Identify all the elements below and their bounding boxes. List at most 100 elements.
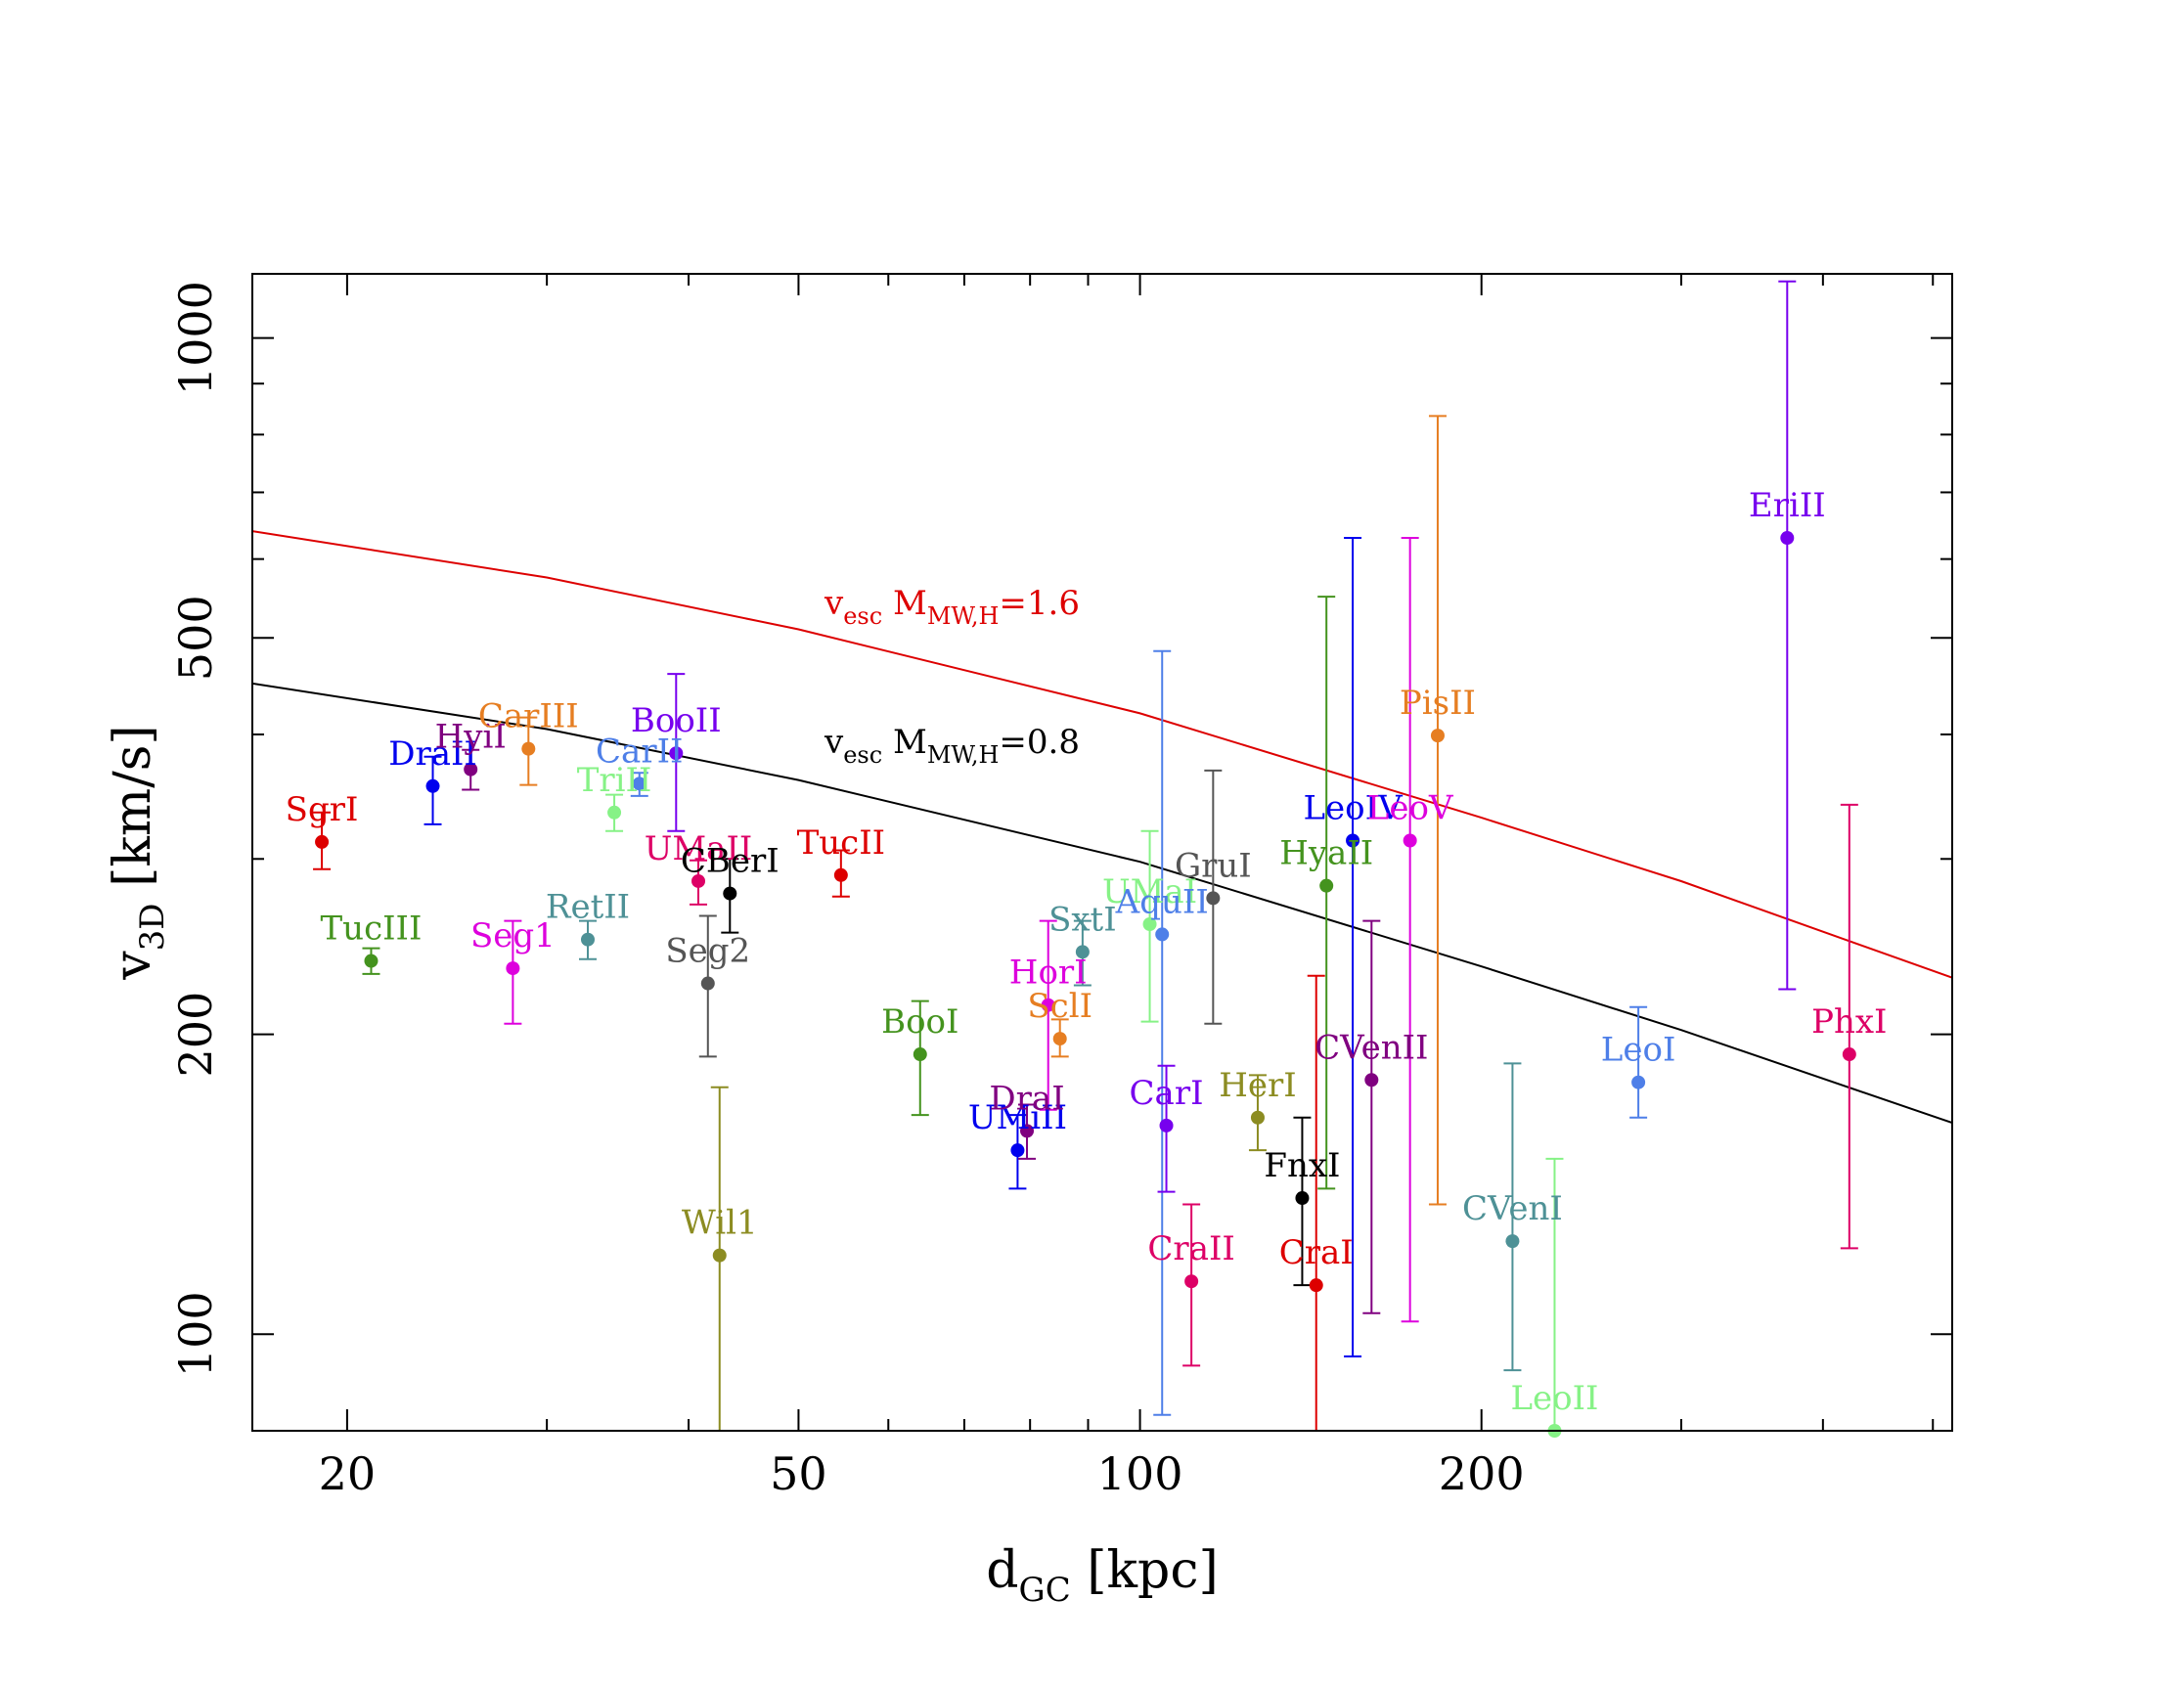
point-label-hyii: HyiI <box>435 718 507 757</box>
point-label-tucii: TucII <box>797 823 885 863</box>
point-label-seg1: Seg1 <box>470 916 556 955</box>
point-label-wil1: Wil1 <box>682 1204 758 1243</box>
point-label-umiii: UMiII <box>968 1098 1067 1137</box>
point-label-heri: HerI <box>1219 1066 1296 1105</box>
point-label-cberi: CBerI <box>681 842 780 881</box>
y-tick-label: 200 <box>169 992 222 1078</box>
point-label-booii: BooII <box>631 701 722 740</box>
point-label-cveni: CVenI <box>1462 1189 1563 1228</box>
point-label-pisii: PisII <box>1400 684 1476 723</box>
point-label-cariii: CarIII <box>478 697 579 736</box>
point-label-drai: DraI <box>989 1079 1064 1118</box>
point-seg2 <box>700 976 715 991</box>
point-umiii <box>1010 1143 1025 1158</box>
point-triii <box>607 805 622 820</box>
point-cvenii <box>1364 1073 1379 1088</box>
point-cari <box>1159 1118 1174 1132</box>
point-retii <box>580 932 595 947</box>
point-label-triii: TriII <box>577 761 652 800</box>
point-cariii <box>521 741 536 756</box>
point-labels: SgrITucIIIDraIIHyiISeg1CarIIIRetIITriIIC… <box>286 486 1888 1418</box>
point-booii <box>669 746 684 761</box>
point-label-cari: CarI <box>1130 1074 1204 1113</box>
curve-labels: vesc MMW,H=1.6 vesc MMW,H=0.8 <box>824 584 1080 769</box>
point-sgri <box>315 834 330 849</box>
point-cberi <box>723 886 737 901</box>
escape-velocity-curves <box>252 530 1952 1125</box>
point-label-hyaii: HyaII <box>1279 834 1373 873</box>
point-label-umaii: UMaII <box>645 829 753 868</box>
y-axis-label: v3D [km/s] <box>104 725 172 980</box>
point-label-seg2: Seg2 <box>665 932 750 971</box>
y-tick-label: 500 <box>169 595 222 681</box>
x-tick-label: 20 <box>319 1447 377 1500</box>
point-booi <box>913 1047 927 1062</box>
point-aquii <box>1155 927 1170 942</box>
point-scli <box>1052 1032 1067 1046</box>
point-label-carii: CarII <box>596 732 683 771</box>
data-points <box>315 531 1856 1438</box>
escape-curve-1 <box>252 530 1952 979</box>
point-label-tuciii: TucIII <box>321 910 423 949</box>
point-label-hori: HorI <box>1009 954 1088 993</box>
point-leoi <box>1631 1075 1646 1089</box>
point-label-draii: DraII <box>388 734 477 774</box>
y-tick-label: 1000 <box>169 281 222 395</box>
point-hori <box>1041 998 1055 1012</box>
point-label-leoiv: LeoIV <box>1303 789 1404 828</box>
point-hyaii <box>1319 878 1334 893</box>
point-label-leoi: LeoI <box>1601 1031 1676 1070</box>
point-carii <box>632 777 646 791</box>
plot-frame <box>251 273 1953 1432</box>
point-label-leoii: LeoII <box>1510 1379 1598 1418</box>
point-label-sgri: SgrI <box>286 790 359 829</box>
point-label-cvenii: CVenII <box>1315 1028 1428 1067</box>
x-axis-label: dGC [kpc] <box>986 1541 1219 1610</box>
axis-ticks <box>252 274 1952 1431</box>
tick-labels: 20 50 100 200 100 200 500 1000 <box>169 281 1525 1500</box>
point-label-leov: LeoV <box>1367 789 1454 828</box>
point-label-crai: CraI <box>1279 1233 1354 1272</box>
point-tucii <box>833 867 848 882</box>
point-hyii <box>464 762 478 777</box>
point-heri <box>1250 1110 1265 1125</box>
point-pisii <box>1430 729 1445 743</box>
point-grui <box>1206 891 1221 906</box>
point-label-scli: SclI <box>1027 987 1092 1026</box>
point-leoiv <box>1346 833 1360 848</box>
point-label-sxti: SxtI <box>1048 900 1117 939</box>
point-tuciii <box>364 954 379 968</box>
point-leov <box>1403 833 1417 848</box>
x-tick-label: 200 <box>1439 1447 1525 1500</box>
point-label-craii: CraII <box>1147 1229 1234 1268</box>
point-draii <box>425 778 440 793</box>
escape-curve-label-2: vesc MMW,H=0.8 <box>824 723 1080 769</box>
point-umaii <box>691 873 706 888</box>
point-sxti <box>1075 945 1090 959</box>
point-label-umai: UMaI <box>1102 872 1197 911</box>
point-umai <box>1142 916 1157 931</box>
point-fnxi <box>1295 1191 1310 1206</box>
point-crai <box>1309 1278 1323 1293</box>
x-tick-label: 100 <box>1097 1447 1183 1500</box>
escape-curve-2 <box>252 682 1952 1125</box>
point-label-fnxi: FnxI <box>1264 1146 1340 1185</box>
y-tick-label: 100 <box>169 1291 222 1377</box>
point-label-booi: BooI <box>881 1002 958 1042</box>
point-label-retii: RetII <box>546 888 630 927</box>
point-eriii <box>1780 531 1795 546</box>
point-label-grui: GruI <box>1175 846 1252 885</box>
point-label-eriii: EriII <box>1749 486 1826 525</box>
point-craii <box>1184 1274 1199 1289</box>
escape-curve-label-1: vesc MMW,H=1.6 <box>824 584 1080 630</box>
point-label-phxi: PhxI <box>1811 1002 1887 1042</box>
x-tick-label: 50 <box>770 1447 827 1500</box>
point-wil1 <box>712 1248 727 1263</box>
point-phxi <box>1842 1047 1856 1062</box>
point-label-aquii: AquII <box>1115 882 1209 921</box>
point-seg1 <box>506 961 520 976</box>
point-cveni <box>1505 1234 1520 1249</box>
point-drai <box>1020 1124 1035 1138</box>
